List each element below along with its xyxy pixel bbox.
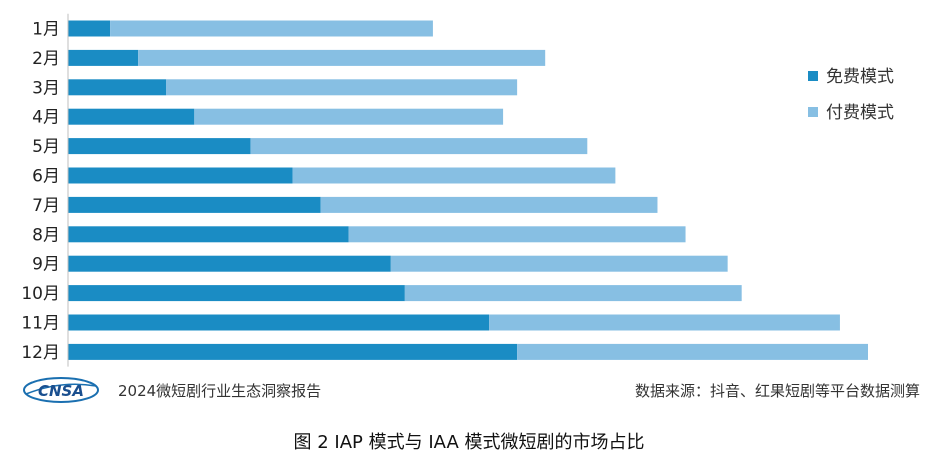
bar-paid-7 — [320, 196, 658, 213]
bar-paid-4 — [194, 108, 504, 125]
bar-free-7 — [68, 196, 321, 213]
bar-paid-2 — [138, 49, 546, 66]
y-tick-label: 11月 — [21, 314, 60, 334]
bars-group — [68, 20, 868, 360]
cnsa-logo: CNSA — [23, 377, 99, 403]
y-tick-label: 10月 — [21, 284, 60, 304]
y-tick-label: 8月 — [32, 225, 60, 245]
y-tick-label: 1月 — [32, 20, 60, 40]
bar-free-9 — [68, 255, 391, 272]
y-tick-label: 12月 — [21, 343, 60, 363]
bar-paid-8 — [348, 226, 686, 243]
y-tick-label: 5月 — [32, 137, 60, 157]
y-tick-label: 9月 — [32, 255, 60, 275]
bar-free-5 — [68, 138, 251, 155]
bar-paid-3 — [166, 79, 518, 96]
legend-label: 付费模式 — [826, 103, 894, 123]
y-tick-label: 7月 — [32, 196, 60, 216]
bar-paid-9 — [390, 255, 728, 272]
bar-free-1 — [68, 20, 111, 37]
footer: CNSA 2024微短剧行业生态洞察报告 数据来源：抖音、红果短剧等平台数据测算 — [0, 372, 938, 412]
bar-free-10 — [68, 285, 405, 302]
logo-text: CNSA — [38, 382, 84, 400]
legend-label: 免费模式 — [826, 67, 894, 87]
bar-paid-1 — [110, 20, 433, 37]
bar-free-3 — [68, 79, 167, 96]
y-tick-label: 4月 — [32, 108, 60, 128]
bar-paid-12 — [517, 343, 868, 360]
y-tick-label: 3月 — [32, 78, 60, 98]
y-tick-label: 6月 — [32, 167, 60, 187]
report-name: 2024微短剧行业生态洞察报告 — [118, 382, 322, 400]
bar-free-8 — [68, 226, 349, 243]
y-tick-label: 2月 — [32, 49, 60, 69]
bar-free-6 — [68, 167, 293, 184]
figure-caption: 图 2 IAP 模式与 IAA 模式微短剧的市场占比 — [293, 432, 645, 453]
bar-paid-10 — [404, 285, 742, 302]
data-source: 数据来源：抖音、红果短剧等平台数据测算 — [634, 382, 920, 400]
bar-free-11 — [68, 314, 490, 331]
bar-paid-5 — [250, 138, 588, 155]
legend-swatch — [808, 107, 818, 117]
bar-free-12 — [68, 343, 518, 360]
bar-paid-6 — [292, 167, 616, 184]
bar-free-2 — [68, 49, 139, 66]
bar-free-4 — [68, 108, 195, 125]
bar-paid-11 — [489, 314, 840, 331]
y-axis-ticks: 1月 2月 3月 4月 5月 6月 7月 8月 9月 10月 11月 12月 — [21, 20, 60, 363]
legend-swatch — [808, 71, 818, 81]
